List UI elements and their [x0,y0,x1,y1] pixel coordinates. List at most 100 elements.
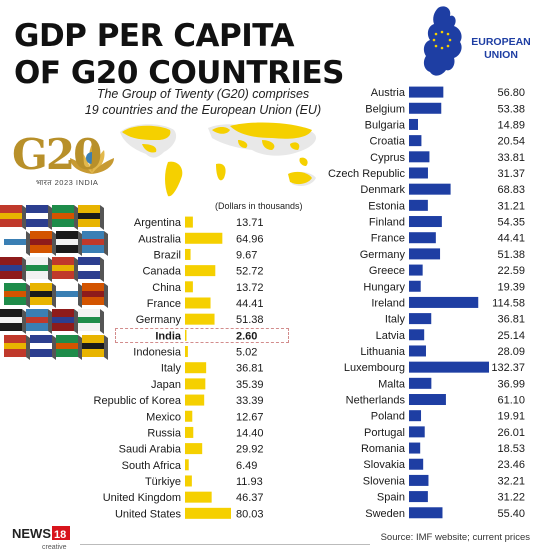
flag-tile [82,231,108,256]
g20-category-label: Canada [142,266,181,278]
g20-bar [185,507,231,519]
g20-category-label: Australia [138,233,182,245]
g20-bar [185,281,193,293]
eu-bar [409,167,428,179]
g20-value-label: 80.03 [236,508,264,520]
g20-category-label: Germany [136,314,182,326]
g20-category-label: Saudi Arabia [119,444,182,456]
eu-value-label: 68.83 [497,184,525,196]
eu-category-label: Spain [377,492,405,504]
g20-bar [185,313,215,325]
g20-category-label: Japan [151,379,181,391]
eu-category-label: Hungary [363,281,405,293]
g20-bar [185,443,203,455]
india-highlight-box [115,328,289,343]
g20-bar [185,216,193,228]
eu-bar [409,248,441,260]
eu-bar [409,296,479,308]
g20-bar [185,329,187,341]
flag-tile [0,205,26,230]
flag-tile [26,309,52,334]
g20-value-label: 11.93 [236,476,263,488]
flag-tile [30,283,56,308]
g20-bar [185,248,191,260]
eu-bar [409,199,428,211]
eu-value-label: 19.91 [497,411,525,423]
eu-bar [409,491,428,503]
eu-value-label: 14.89 [497,119,525,131]
g20-value-label: 13.72 [236,282,264,294]
page-title: GDP PER CAPITA OF G20 COUNTRIES [14,18,344,92]
g20-bar [185,297,211,309]
eu-value-label: 51.38 [497,249,525,261]
g20-value-label: 6.49 [236,460,257,472]
flag-tile [82,335,108,360]
news18-logo-icon: NEWS 18 creative [12,526,70,551]
g20-bar [185,491,212,503]
eu-bar [409,458,424,470]
eu-bar [409,264,423,276]
g20-value-label: 12.67 [236,411,264,423]
g20-value-label: 64.96 [236,233,264,245]
eu-category-label: Estonia [368,200,406,212]
eu-category-label: Germany [360,249,406,261]
g20-value-label: 51.38 [236,314,264,326]
eu-bar [409,377,432,389]
eu-bar [409,442,421,454]
g20-value-label: 36.81 [236,363,264,375]
eu-bar [409,426,425,438]
eu-bar [409,232,436,244]
g20-bar [185,378,206,390]
eu-category-label: Finland [369,217,405,229]
g20-bar [185,232,223,244]
g20-category-label: Russia [147,427,182,439]
eu-category-label: Czech Republic [328,168,406,180]
eu-value-label: 31.21 [497,200,525,212]
eu-category-label: Lithuania [360,346,406,358]
eu-value-label: 25.14 [497,330,525,342]
flag-tile [0,309,26,334]
svg-text:18: 18 [54,529,66,541]
eu-value-label: 32.21 [497,475,525,487]
g20-caption: भारत 2023 INDIA [36,178,99,187]
flag-tile [26,205,52,230]
flag-tile [26,257,52,282]
flag-tile [56,231,82,256]
eu-bar [409,216,442,228]
eu-value-label: 55.40 [497,508,525,520]
eu-value-label: 36.99 [497,378,525,390]
flag-tile [56,283,82,308]
eu-bar [409,313,432,325]
eu-category-label: Austria [371,87,406,99]
eu-value-label: 33.81 [497,152,525,164]
g20-category-label: India [155,330,182,342]
eu-category-label: Netherlands [346,395,406,407]
eu-value-label: 20.54 [497,136,525,148]
g20-category-label: Republic of Korea [94,395,182,407]
eu-value-label: 22.59 [497,265,525,277]
eu-category-label: Latvia [376,330,406,342]
g20-value-label: 33.39 [236,395,264,407]
g20-value-label: 35.39 [236,379,264,391]
eu-bar [409,280,421,292]
flag-tile [82,283,108,308]
g20-value-label: 5.02 [236,347,257,359]
g20-bar [185,265,216,277]
eu-category-label: Croatia [370,136,406,148]
eu-value-label: 31.22 [497,492,525,504]
eu-bar [409,361,489,373]
eu-value-label: 28.09 [497,346,525,358]
eu-bar [409,102,442,114]
eu-category-label: Poland [371,411,405,423]
eu-category-label: Malta [378,378,406,390]
g20-bar [185,362,207,374]
eu-label-line-2: UNION [484,49,518,61]
eu-category-label: Denmark [360,184,405,196]
g20-bar [185,394,205,406]
g20-value-label: 44.41 [236,298,264,310]
eu-bar [409,183,451,195]
source-note: Source: IMF website; current prices [380,532,530,543]
svg-text:creative: creative [42,544,67,551]
g20-category-label: Türkiye [145,476,181,488]
